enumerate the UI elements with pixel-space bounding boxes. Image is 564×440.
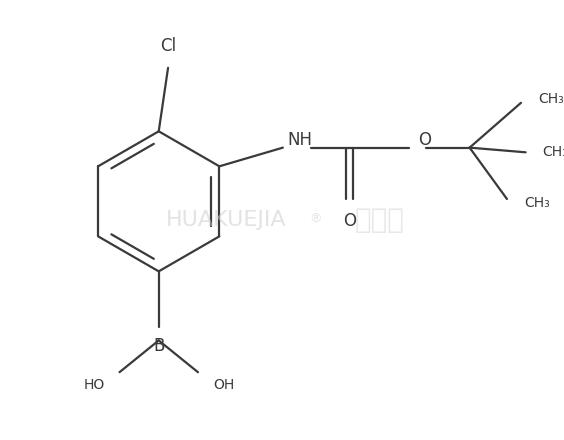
Text: 化学加: 化学加 <box>354 206 404 234</box>
Text: ®: ® <box>309 212 321 225</box>
Text: B: B <box>153 337 165 355</box>
Text: HO: HO <box>83 378 104 392</box>
Text: CH₃: CH₃ <box>524 196 549 210</box>
Text: HUAKUEJIA: HUAKUEJIA <box>166 210 287 230</box>
Text: CH₃: CH₃ <box>543 145 564 159</box>
Text: NH: NH <box>287 131 312 149</box>
Text: O: O <box>343 212 356 230</box>
Text: OH: OH <box>213 378 234 392</box>
Text: CH₃: CH₃ <box>537 92 563 106</box>
Text: O: O <box>418 131 431 149</box>
Text: Cl: Cl <box>160 37 176 55</box>
